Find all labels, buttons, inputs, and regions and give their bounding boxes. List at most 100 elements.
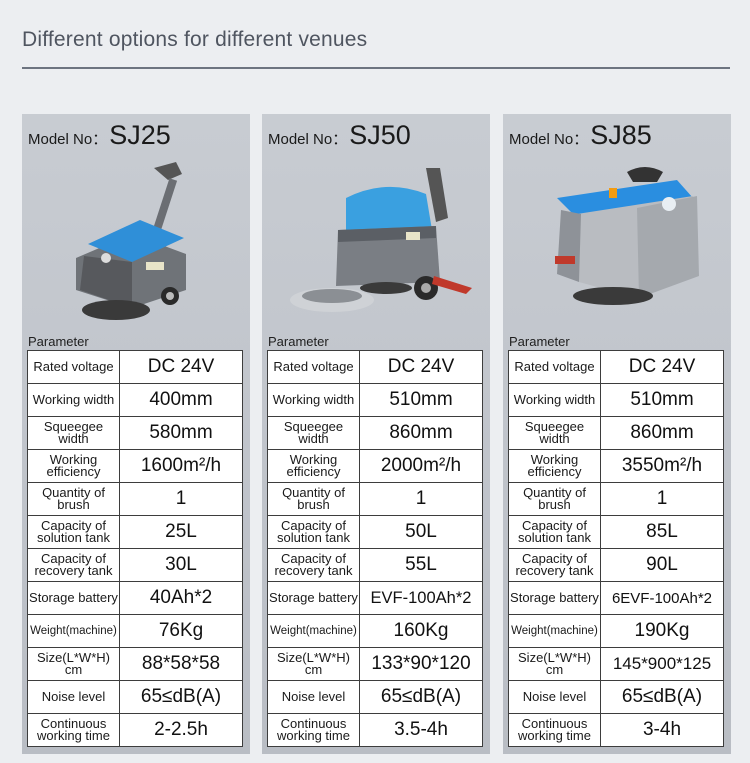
model-card-sj50: Model No：SJ50 Parameter Rated voltage DC … [262,114,490,754]
table-row: Rated voltage DC 24V [508,350,724,384]
table-row: Rated voltage DC 24V [267,350,483,384]
spec-key: Squeegee width [267,416,360,450]
table-row: Capacity of solution tank 85L [508,515,724,549]
table-row: Working efficiency 3550m²/h [508,449,724,483]
spec-value: 85L [600,515,724,549]
scrubber-sj50-image [290,168,472,312]
spec-value: 190Kg [600,614,724,648]
spec-value: 3550m²/h [600,449,724,483]
spec-value: 145*900*125 [600,647,724,681]
table-row: Storage battery 6EVF-100Ah*2 [508,581,724,615]
spec-table: Rated voltage DC 24V Working width 510mm S… [508,350,724,747]
spec-key: Rated voltage [267,350,360,384]
card-header: Model No：SJ25 [28,120,171,156]
model-name: SJ25 [109,120,171,150]
spec-key: Capacity of solution tank [508,515,601,549]
table-row: Continuous working time 3-4h [508,713,724,747]
spec-key: Capacity of solution tank [267,515,360,549]
spec-key: Rated voltage [508,350,601,384]
model-label: Model No： [268,131,348,148]
spec-value: 25L [119,515,243,549]
spec-key: Squeegee width [27,416,120,450]
table-row: Weight(machine) 190Kg [508,614,724,648]
spec-value: 30L [119,548,243,582]
table-row: Capacity of recovery tank 90L [508,548,724,582]
spec-value: 510mm [359,383,483,417]
table-row: Noise level 65≤dB(A) [27,680,243,714]
spec-key: Size(L*W*H) cm [267,647,360,681]
table-row: Capacity of recovery tank 55L [267,548,483,582]
spec-key: Quantity of brush [27,482,120,516]
spec-value: 65≤dB(A) [119,680,243,714]
table-row: Continuous working time 3.5-4h [267,713,483,747]
spec-key: Working width [508,383,601,417]
scrubber-sj85-image [555,167,699,305]
spec-value: 2-2.5h [119,713,243,747]
spec-key: Noise level [508,680,601,714]
parameter-label: Parameter [509,334,570,349]
spec-value: 40Ah*2 [119,581,243,615]
table-row: Noise level 65≤dB(A) [267,680,483,714]
model-card-sj85: Model No：SJ85 Parameter Rated voltage DC … [503,114,731,754]
table-row: Working width 510mm [508,383,724,417]
table-row: Squeegee width 860mm [508,416,724,450]
table-row: Quantity of brush 1 [508,482,724,516]
title-divider [22,67,730,69]
table-row: Size(L*W*H) cm 88*58*58 [27,647,243,681]
spec-key: Weight(machine) [508,614,601,648]
table-row: Continuous working time 2-2.5h [27,713,243,747]
page-title: Different options for different venues [22,28,368,51]
spec-value: 1 [119,482,243,516]
spec-key: Quantity of brush [508,482,601,516]
spec-value: 1600m²/h [119,449,243,483]
spec-value: 50L [359,515,483,549]
spec-value: 580mm [119,416,243,450]
table-row: Capacity of recovery tank 30L [27,548,243,582]
spec-value: 76Kg [119,614,243,648]
model-label: Model No： [28,131,108,148]
table-row: Size(L*W*H) cm 133*90*120 [267,647,483,681]
spec-value: 88*58*58 [119,647,243,681]
table-row: Working efficiency 1600m²/h [27,449,243,483]
spec-key: Storage battery [267,581,360,615]
spec-value: DC 24V [600,350,724,384]
spec-key: Working width [267,383,360,417]
spec-key: Continuous working time [267,713,360,747]
spec-key: Continuous working time [27,713,120,747]
table-row: Working width 400mm [27,383,243,417]
spec-value: 160Kg [359,614,483,648]
spec-key: Capacity of recovery tank [508,548,601,582]
spec-value: DC 24V [359,350,483,384]
spec-key: Size(L*W*H) cm [27,647,120,681]
card-header: Model No：SJ50 [268,120,411,156]
spec-key: Size(L*W*H) cm [508,647,601,681]
table-row: Squeegee width 580mm [27,416,243,450]
spec-table: Rated voltage DC 24V Working width 510mm S… [267,350,483,747]
card-header: Model No：SJ85 [509,120,652,156]
model-label: Model No： [509,131,589,148]
spec-key: Weight(machine) [27,614,120,648]
spec-value: 65≤dB(A) [600,680,724,714]
table-row: Quantity of brush 1 [27,482,243,516]
spec-value: 3.5-4h [359,713,483,747]
table-row: Weight(machine) 76Kg [27,614,243,648]
spec-value: DC 24V [119,350,243,384]
table-row: Squeegee width 860mm [267,416,483,450]
spec-key: Capacity of solution tank [27,515,120,549]
spec-value: 400mm [119,383,243,417]
model-name: SJ50 [349,120,411,150]
spec-table: Rated voltage DC 24V Working width 400mm S… [27,350,243,747]
table-row: Size(L*W*H) cm 145*900*125 [508,647,724,681]
spec-key: Working efficiency [27,449,120,483]
spec-value: 65≤dB(A) [359,680,483,714]
spec-key: Storage battery [27,581,120,615]
spec-key: Rated voltage [27,350,120,384]
spec-value: EVF-100Ah*2 [359,581,483,615]
spec-key: Continuous working time [508,713,601,747]
spec-key: Capacity of recovery tank [267,548,360,582]
spec-key: Noise level [27,680,120,714]
table-row: Noise level 65≤dB(A) [508,680,724,714]
spec-value: 860mm [359,416,483,450]
table-row: Rated voltage DC 24V [27,350,243,384]
table-row: Capacity of solution tank 50L [267,515,483,549]
